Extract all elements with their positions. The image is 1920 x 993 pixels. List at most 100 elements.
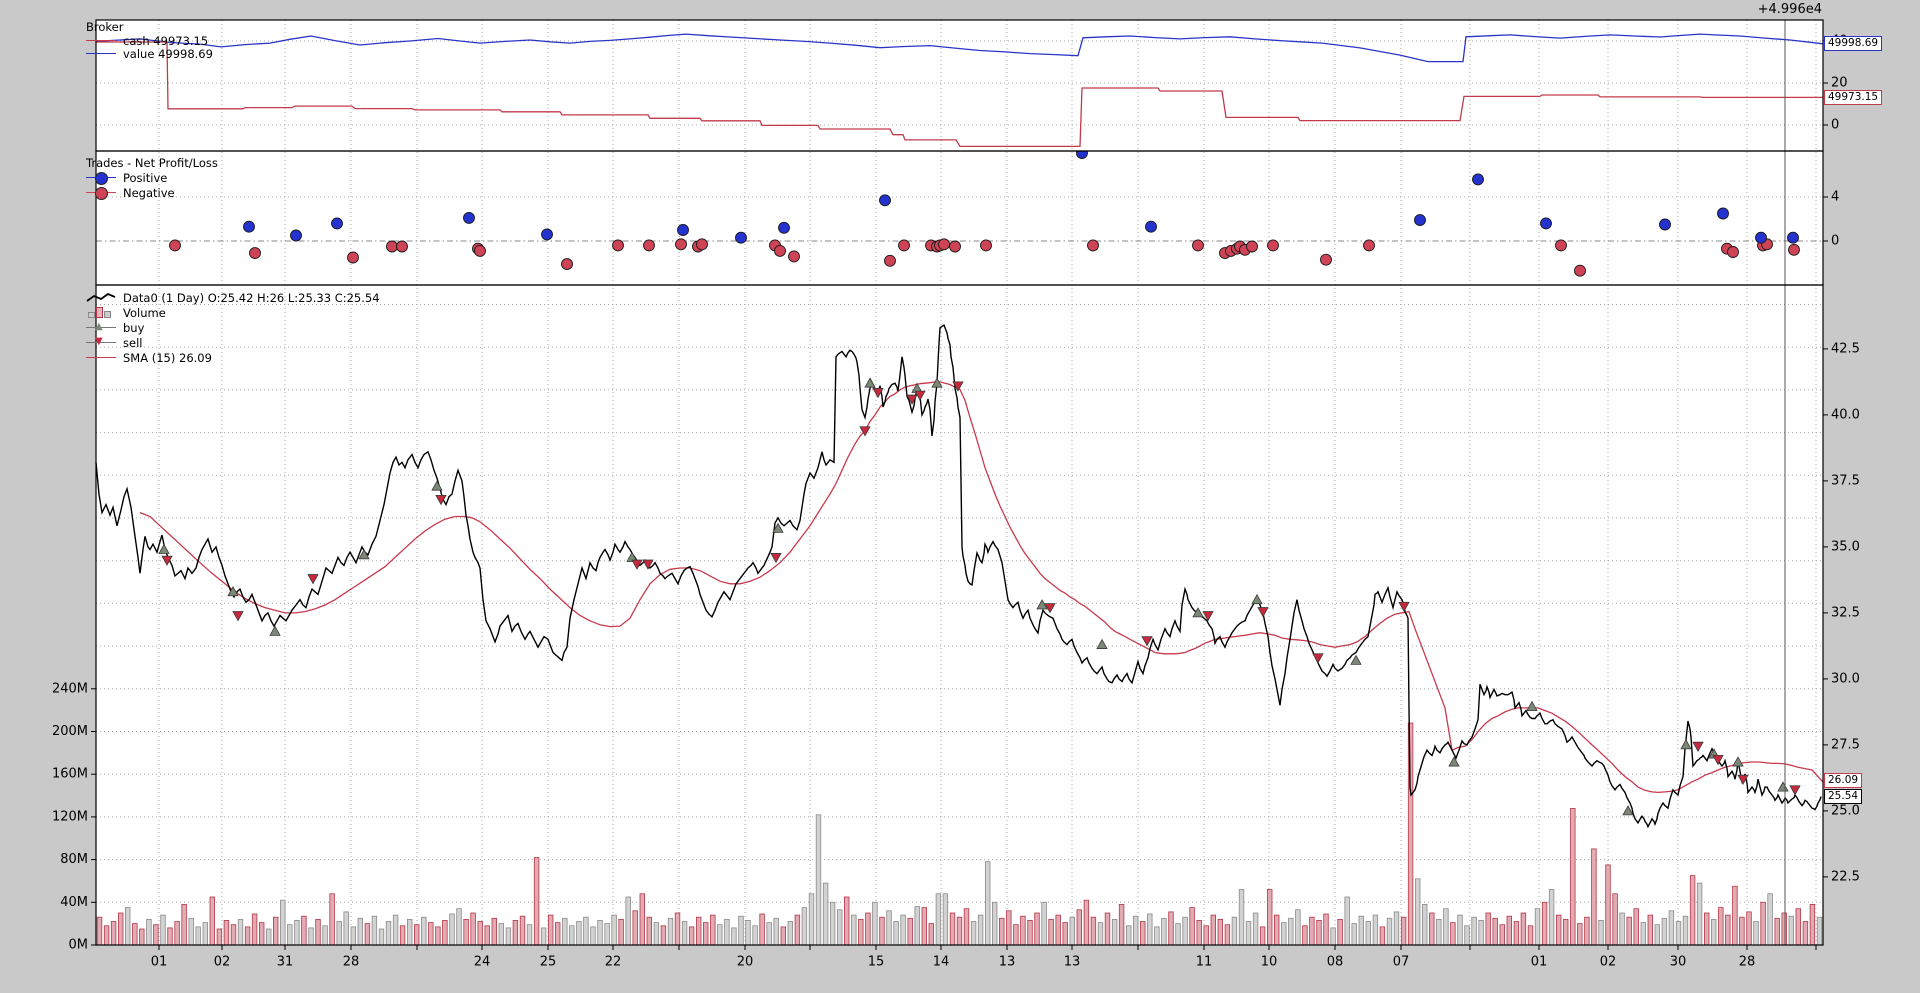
buy-marker [1251, 593, 1263, 605]
x-tick-label: 01 [151, 955, 168, 970]
x-tick-label: 30 [1670, 955, 1687, 970]
sell-marker [161, 555, 173, 566]
negative-dot-icon [86, 186, 116, 200]
price-tick-label: 37.5 [1831, 473, 1860, 488]
positive-trade-dot [1472, 173, 1484, 186]
positive-trade-dot [1540, 217, 1552, 230]
trades-tick-label: 0 [1831, 234, 1839, 249]
negative-trade-dot [1574, 264, 1586, 277]
x-tick-label: 07 [1393, 955, 1410, 970]
sell-marker [1312, 653, 1324, 664]
negative-trade-dot [696, 238, 708, 251]
sma-axis-tag: 26.09 [1824, 773, 1863, 788]
volume-legend-label: Volume [123, 305, 166, 320]
buy-marker [1732, 756, 1744, 767]
negative-legend-label: Negative [123, 185, 175, 200]
positive-trade-dot [1145, 220, 1157, 233]
panel-backgrounds [96, 20, 1823, 945]
positive-trade-dot [1414, 214, 1426, 227]
positive-trade-dot [1717, 207, 1729, 220]
x-tick-label: 10 [1261, 955, 1278, 970]
x-tick-label: 14 [933, 955, 950, 970]
value-legend-label: value 49998.69 [123, 46, 213, 61]
positive-dot-icon [86, 171, 116, 185]
sell-marker [859, 426, 871, 437]
cash-axis-tag: 49973.15 [1824, 90, 1883, 105]
x-tick-label: 28 [1739, 955, 1756, 970]
x-tick-label: 02 [214, 955, 231, 970]
x-tick-label: 24 [474, 955, 491, 970]
negative-trade-dot [884, 254, 896, 267]
sell-marker [952, 381, 964, 392]
negative-trade-dot [474, 244, 486, 257]
sell-marker [1789, 785, 1801, 796]
broker-series [95, 33, 1824, 148]
price-series [95, 324, 1824, 829]
volume-tick-label: 120M [52, 809, 88, 824]
price-panel-legend: Data0 (1 Day) O:25.42 H:26 L:25.33 C:25.… [86, 290, 380, 365]
x-tick-label: 25 [540, 955, 557, 970]
negative-trade-dot [898, 239, 910, 252]
price-line-icon [86, 292, 116, 304]
sell-marker [906, 394, 918, 405]
price-tick-label: 27.5 [1831, 737, 1860, 752]
trades-legend-title: Trades - Net Profit/Loss [86, 156, 218, 170]
broker-legend-value: value 49998.69 [86, 46, 213, 61]
buy-legend-label: buy [123, 320, 145, 335]
buy-marker [1036, 599, 1048, 610]
value-axis-tag: 49998.69 [1824, 36, 1883, 51]
negative-trade-dot [774, 244, 786, 257]
broker-legend-title: Broker [86, 20, 124, 34]
price-tick-label: 42.5 [1831, 341, 1860, 356]
positive-trade-dot [778, 221, 790, 234]
broker-legend-cash: cash 49973.15 [86, 34, 213, 48]
x-tick-label: 13 [999, 955, 1016, 970]
x-tick-label: 31 [277, 955, 294, 970]
negative-trade-dot [1087, 239, 1099, 252]
sell-marker [1398, 601, 1410, 613]
sell-marker-icon: ▼ [86, 336, 116, 349]
x-tick-label: 02 [1600, 955, 1617, 970]
x-tick-label: 28 [343, 955, 360, 970]
trades-legend-negative: Negative [86, 185, 218, 200]
positive-trade-dot [331, 217, 343, 230]
buy-marker [158, 543, 170, 554]
buy-marker [931, 377, 943, 388]
sell-marker [770, 553, 782, 564]
buy-marker [269, 625, 281, 636]
legend-buy: ▲ buy [86, 320, 380, 335]
tick-marks [91, 40, 1828, 950]
price-tick-label: 22.5 [1831, 869, 1860, 884]
positive-trade-dot [1659, 218, 1671, 231]
price-tick-label: 40.0 [1831, 407, 1860, 422]
sma-series-line [139, 381, 1824, 794]
x-tick-label: 08 [1327, 955, 1344, 970]
negative-trade-dot [1727, 246, 1739, 258]
positive-trade-dot [290, 229, 302, 242]
price-tick-label: 25.0 [1831, 803, 1860, 818]
negative-trade-dot [643, 239, 655, 252]
positive-trade-dot [735, 231, 747, 244]
negative-trade-dot [1363, 239, 1375, 252]
negative-trade-dot [788, 250, 800, 263]
buy-marker [864, 377, 876, 388]
sell-marker [1202, 611, 1214, 622]
close-axis-tag: 25.54 [1824, 789, 1863, 804]
volume-tick-label: 200M [52, 724, 88, 739]
broker-tick-label: 20 [1831, 76, 1848, 91]
broker-axis-offset-label: +4.996e4 [1757, 2, 1822, 17]
legend-sma: SMA (15) 26.09 [86, 350, 380, 365]
panel-borders [95, 19, 1824, 946]
sell-marker [631, 559, 643, 570]
sell-marker [872, 388, 884, 399]
sell-marker [1257, 607, 1269, 618]
negative-trade-dot [1788, 243, 1800, 256]
volume-bars-icon [86, 306, 116, 319]
value-line-icon [86, 48, 116, 60]
x-tick-label: 11 [1196, 955, 1213, 970]
buy-marker [227, 585, 239, 597]
buy-marker [1622, 805, 1634, 816]
sell-marker [1044, 603, 1056, 614]
